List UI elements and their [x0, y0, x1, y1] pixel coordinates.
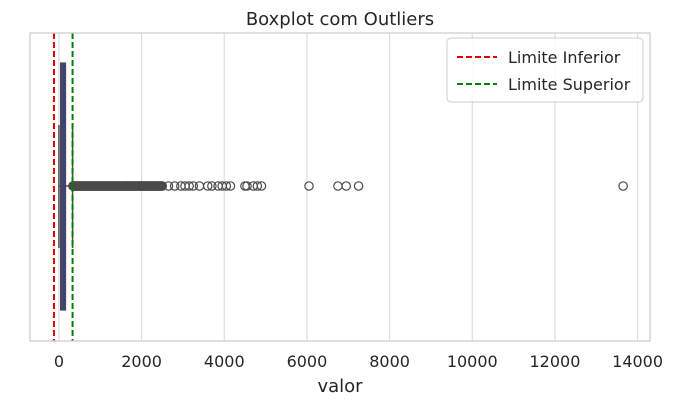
x-tick-label-0: 0	[54, 352, 64, 371]
x-tick-label-10000: 10000	[447, 352, 498, 371]
legend: Limite Inferior Limite Superior	[446, 37, 644, 103]
outlier-point-7	[89, 181, 99, 191]
outlier-point-20	[169, 181, 180, 191]
outlier-point-31	[225, 181, 236, 191]
outlier-point-36	[256, 181, 267, 191]
x-tick-label-6000: 6000	[287, 352, 328, 371]
outlier-point-23	[184, 181, 194, 191]
x-tick-label-4000: 4000	[204, 352, 245, 371]
outlier-point-33	[242, 181, 252, 191]
legend-box	[446, 37, 644, 103]
x-tick-label-12000: 12000	[529, 352, 580, 371]
outlier-point-40	[353, 181, 364, 191]
outlier-point-14	[127, 181, 138, 191]
outlier-point-38	[333, 181, 343, 191]
outlier-point-12	[114, 181, 125, 191]
axes-frame	[29, 32, 651, 342]
outlier-point-11	[109, 181, 119, 191]
outlier-point-41	[618, 181, 628, 191]
plot-area	[52, 33, 628, 341]
outlier-point-32	[240, 181, 250, 191]
outlier-point-37	[304, 181, 314, 191]
outlier-point-4	[78, 181, 88, 191]
chart-title: Boxplot com Outliers	[246, 9, 434, 30]
outlier-point-19	[163, 181, 174, 191]
outlier-point-3	[74, 181, 85, 191]
outlier-point-18	[157, 181, 168, 191]
outlier-point-17	[151, 181, 161, 191]
x-axis-label: valor	[317, 376, 363, 397]
outlier-point-30	[221, 181, 232, 191]
outlier-point-10	[103, 181, 114, 191]
x-tick-label-2000: 2000	[121, 352, 162, 371]
x-tick-label-14000: 14000	[612, 352, 663, 371]
outlier-point-39	[341, 181, 351, 191]
outlier-point-24	[188, 181, 199, 191]
x-tick-label-8000: 8000	[369, 352, 410, 371]
outlier-point-8	[93, 181, 104, 191]
legend-label-limite-inferior: Limite Inferior	[508, 48, 621, 67]
outlier-point-9	[98, 181, 109, 191]
outlier-point-25	[194, 181, 205, 191]
x-tick-labels: 0 2000 4000 6000 8000 10000 12000 14000	[54, 352, 663, 371]
outlier-point-13	[121, 181, 131, 191]
legend-label-limite-superior: Limite Superior	[508, 75, 631, 94]
outlier-point-35	[252, 181, 263, 191]
outlier-point-26	[202, 181, 213, 191]
outlier-point-27	[207, 181, 217, 191]
